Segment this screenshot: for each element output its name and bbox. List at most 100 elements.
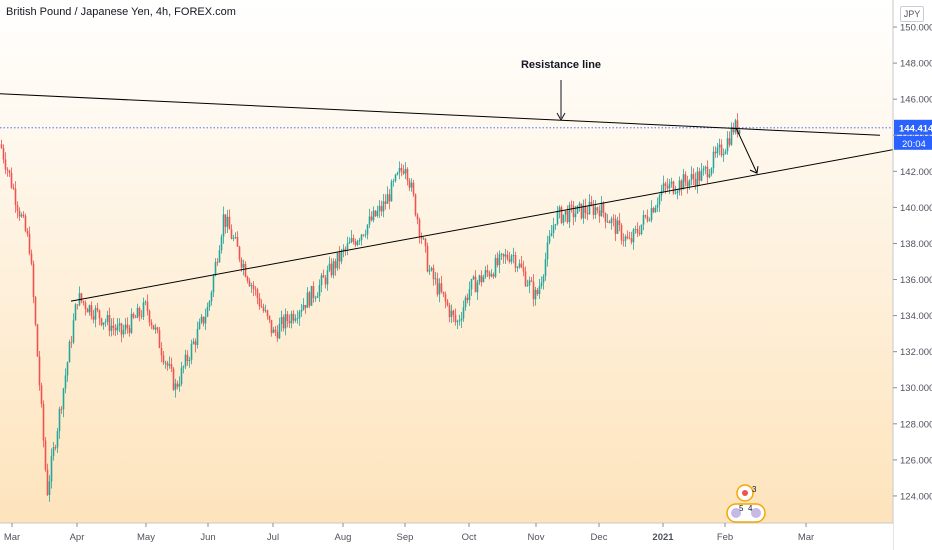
- candle-body: [140, 316, 143, 317]
- candle-body: [10, 172, 13, 188]
- candle-body: [544, 259, 547, 277]
- candle-body: [676, 191, 679, 194]
- candle-body: [214, 262, 217, 276]
- candle-body: [678, 180, 681, 192]
- candle-body: [176, 383, 179, 387]
- candle-body: [152, 325, 155, 330]
- candle-body: [444, 294, 447, 302]
- candle-body: [462, 307, 465, 319]
- candle-body: [96, 308, 99, 311]
- candle-body: [504, 254, 507, 257]
- candle-body: [86, 309, 89, 313]
- candle-body: [478, 275, 481, 283]
- candle-body: [220, 236, 223, 251]
- x-tick-label: Aug: [335, 532, 352, 543]
- candle-body: [326, 270, 329, 285]
- candle-body: [712, 151, 715, 169]
- candle-body: [114, 328, 117, 331]
- currency-badge[interactable]: JPY: [900, 6, 924, 22]
- candle-body: [382, 201, 385, 212]
- candle-body: [472, 276, 475, 280]
- candle-body: [94, 308, 97, 320]
- candle-body: [392, 180, 395, 182]
- candle-body: [268, 315, 271, 320]
- event-marker-count: 3: [752, 485, 757, 494]
- x-axis[interactable]: Mar Apr May Jun Jul Aug Sep Oct Nov Dec 2021 Feb Mar: [0, 522, 893, 550]
- candle-body: [632, 229, 635, 243]
- candle-body: [134, 317, 137, 319]
- y-axis-background: [893, 0, 932, 550]
- candle-body: [360, 234, 363, 241]
- candle-body: [302, 304, 305, 310]
- candle-body: [120, 323, 123, 335]
- candle-body: [732, 127, 735, 133]
- candle-body: [298, 311, 301, 319]
- candle-body: [216, 262, 219, 263]
- candle-body: [650, 207, 653, 221]
- candle-body: [706, 166, 709, 178]
- event-markers[interactable]: 3 5 4: [726, 484, 766, 523]
- candle-body: [396, 172, 399, 175]
- candle-body: [554, 224, 557, 226]
- candle-body: [320, 275, 323, 286]
- candle-body: [260, 306, 263, 308]
- y-tick-label: 136.000: [900, 275, 932, 286]
- candle-body: [442, 291, 445, 295]
- candle-body: [352, 238, 355, 242]
- candle-body: [734, 120, 737, 133]
- candle-body: [322, 275, 325, 278]
- candle-body: [408, 180, 411, 188]
- candle-body: [266, 310, 269, 316]
- y-tick-label: 130.000: [900, 383, 932, 394]
- candle-body: [502, 253, 505, 257]
- candle-body: [190, 343, 193, 361]
- candle-body: [514, 255, 517, 268]
- y-axis[interactable]: 124.000 126.000 128.000 130.000 132.000 134.0…: [892, 0, 932, 550]
- candle-body: [328, 263, 331, 271]
- candle-body: [90, 305, 93, 317]
- candle-body: [64, 375, 67, 389]
- candle-body: [724, 151, 727, 155]
- candle-body: [180, 367, 183, 384]
- candle-body: [376, 210, 379, 217]
- candle-body: [532, 281, 535, 300]
- candle-body: [116, 325, 119, 331]
- resistance-trendline[interactable]: [0, 93, 881, 136]
- candle-body: [670, 181, 673, 184]
- candle-body: [296, 318, 299, 319]
- candle-body: [640, 224, 643, 235]
- candle-body: [212, 275, 215, 293]
- candle-body: [240, 259, 243, 268]
- candle-body: [102, 322, 105, 325]
- candle-body: [12, 187, 15, 189]
- candle-body: [274, 329, 277, 332]
- candle-body: [576, 205, 579, 214]
- candle-body: [704, 166, 707, 169]
- candle-body: [470, 279, 473, 290]
- candle-body: [206, 306, 209, 317]
- candle-body: [578, 203, 581, 206]
- candle-body: [350, 238, 353, 243]
- candle-body: [200, 316, 203, 323]
- candle-body: [674, 193, 677, 194]
- candle-body: [666, 185, 669, 189]
- candle-body: [126, 324, 129, 328]
- candle-body: [178, 383, 181, 387]
- candle-body: [142, 302, 145, 317]
- candle-body: [224, 214, 227, 227]
- y-tick-label: 146.000: [900, 95, 932, 106]
- y-tick-label: 134.000: [900, 311, 932, 322]
- candle-body: [460, 318, 463, 321]
- candle-body: [46, 469, 49, 495]
- candle-body: [454, 314, 457, 323]
- support-trendline[interactable]: [70, 149, 894, 302]
- candle-body: [402, 170, 405, 174]
- candle-body: [398, 167, 401, 173]
- candle-body: [612, 218, 615, 220]
- candle-body: [524, 271, 527, 286]
- candle-body: [558, 207, 561, 212]
- candle-body: [226, 216, 229, 227]
- candle-body: [242, 263, 245, 268]
